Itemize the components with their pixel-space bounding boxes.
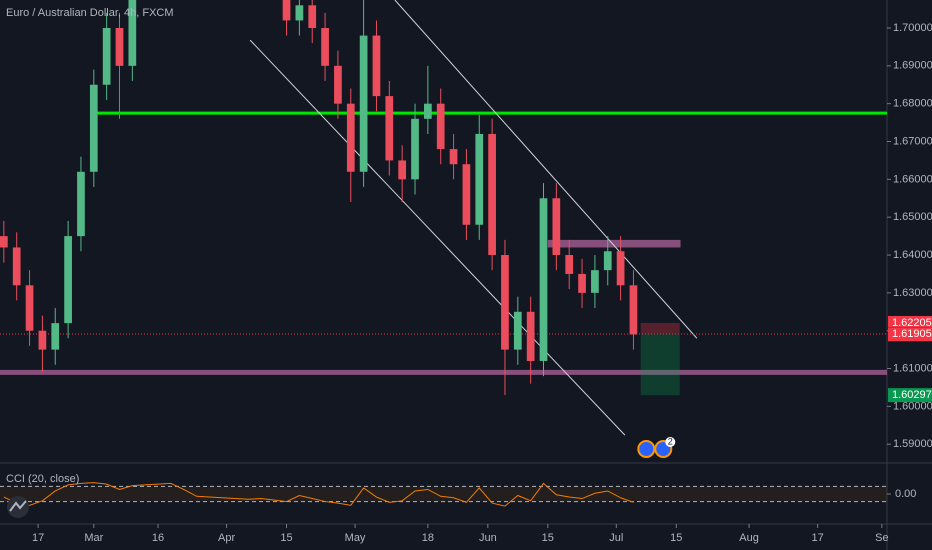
candle-body bbox=[372, 35, 381, 97]
candle-body bbox=[308, 5, 317, 29]
candle-body bbox=[385, 96, 394, 161]
candle-body bbox=[51, 323, 60, 350]
event-count: 2 bbox=[668, 436, 673, 446]
candle-body bbox=[89, 84, 98, 172]
candle-body bbox=[449, 149, 458, 165]
x-tick-label: Mar bbox=[84, 532, 103, 544]
price-label: 1.61905 bbox=[892, 328, 932, 340]
candle-body bbox=[603, 251, 612, 271]
candle-body bbox=[629, 285, 638, 335]
candle-body bbox=[0, 236, 8, 248]
event-icon bbox=[637, 440, 656, 458]
x-tick-label: Se bbox=[875, 532, 888, 544]
candle-body bbox=[77, 171, 85, 237]
x-tick-label: 16 bbox=[152, 532, 164, 544]
candle-body bbox=[552, 198, 561, 256]
x-tick-label: Aug bbox=[739, 532, 759, 544]
y-tick-label: 1.66000 bbox=[893, 173, 932, 185]
candle-body bbox=[38, 330, 47, 350]
candle-body bbox=[282, 0, 291, 21]
price-label-box bbox=[888, 327, 932, 342]
candle-body bbox=[295, 5, 304, 21]
y-tick-label: 1.59000 bbox=[893, 438, 932, 450]
x-tick-label: 18 bbox=[422, 532, 434, 544]
y-tick-label: 1.68000 bbox=[893, 98, 932, 110]
x-tick-label: 17 bbox=[32, 532, 44, 544]
x-tick-label: 15 bbox=[542, 532, 554, 544]
event-count-bg bbox=[665, 437, 676, 447]
logo-icon bbox=[9, 500, 27, 512]
stop-zone bbox=[640, 322, 680, 335]
candle-body bbox=[501, 255, 509, 350]
y-tick-label: 0.00 bbox=[895, 488, 916, 500]
candle-body bbox=[436, 103, 445, 150]
y-tick-label: 1.60000 bbox=[893, 400, 932, 412]
price-label-box bbox=[888, 315, 932, 330]
candle-body bbox=[565, 255, 574, 274]
candle-body bbox=[578, 273, 586, 293]
main-pane bbox=[0, 0, 887, 436]
cci-line bbox=[3, 482, 634, 507]
indicator-title: CCI (20, close) bbox=[6, 473, 79, 485]
candle-body bbox=[475, 133, 484, 225]
candle-body bbox=[128, 0, 137, 66]
price-label-box bbox=[888, 388, 932, 403]
candle-body bbox=[25, 285, 34, 331]
candle-body bbox=[488, 133, 496, 256]
candle-body bbox=[591, 270, 599, 293]
candle-body bbox=[424, 103, 432, 119]
candle-body bbox=[462, 164, 471, 225]
x-tick-label: 15 bbox=[280, 532, 292, 544]
x-tick-label: Apr bbox=[218, 532, 235, 544]
candle-body bbox=[102, 28, 111, 85]
candle-body bbox=[359, 35, 368, 172]
x-tick-label: 15 bbox=[670, 532, 682, 544]
y-tick-label: 1.64000 bbox=[893, 249, 932, 261]
candle-body bbox=[321, 28, 329, 66]
trend-line bbox=[249, 39, 626, 436]
candle-body bbox=[616, 251, 625, 286]
y-tick-label: 1.65000 bbox=[893, 211, 932, 223]
price-label: 1.60297 bbox=[892, 389, 932, 401]
candle-body bbox=[115, 28, 124, 66]
y-tick-label: 1.61000 bbox=[893, 362, 932, 374]
x-tick-label: Jun bbox=[479, 532, 497, 544]
y-tick-label: 1.67000 bbox=[893, 135, 932, 147]
y-tick-label: 1.69000 bbox=[893, 60, 932, 72]
candle-body bbox=[64, 236, 72, 324]
candle-body bbox=[346, 103, 355, 172]
cci-pane bbox=[0, 482, 887, 507]
x-tick-label: May bbox=[345, 532, 366, 544]
target-zone bbox=[640, 334, 680, 396]
candle-body bbox=[12, 247, 21, 286]
y-tick-label: 1.70000 bbox=[893, 22, 932, 34]
x-tick-label: Jul bbox=[609, 532, 623, 544]
candle-body bbox=[539, 198, 548, 361]
band-fill bbox=[0, 486, 887, 502]
candle-body bbox=[334, 65, 342, 104]
candle-body bbox=[513, 311, 522, 350]
candle-body bbox=[526, 311, 535, 361]
axes: 1.70000 1.69000 1.68000 1.67000 1.66000 1.650… bbox=[32, 22, 932, 544]
resistance-zone bbox=[547, 239, 681, 248]
chart-title: Euro / Australian Dollar, 4h, FXCM bbox=[6, 7, 174, 19]
trend-line bbox=[394, 0, 698, 339]
x-tick-label: 17 bbox=[811, 532, 823, 544]
y-tick-label: 1.63000 bbox=[893, 287, 932, 299]
candle-body bbox=[411, 118, 419, 180]
price-label: 1.62205 bbox=[892, 317, 932, 329]
candle-body bbox=[398, 160, 407, 180]
